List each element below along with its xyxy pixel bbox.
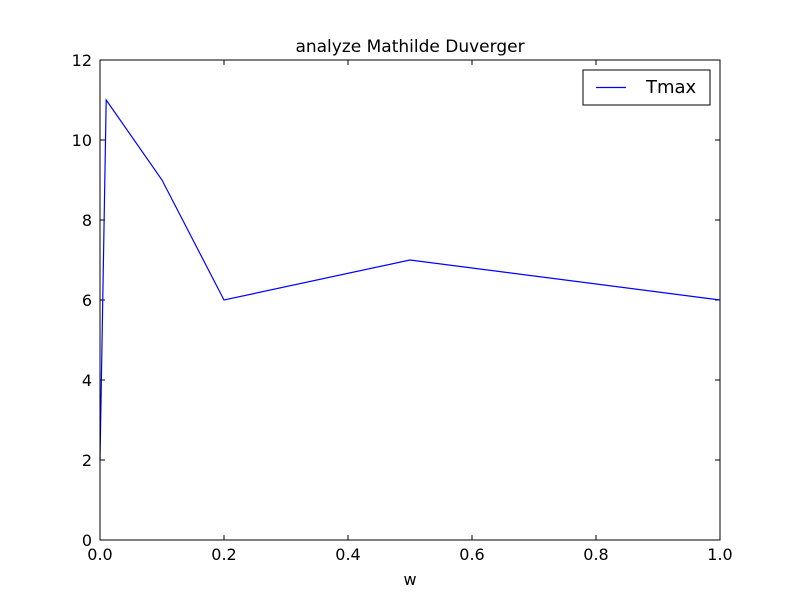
chart-title: analyze Mathilde Duverger [295, 37, 524, 57]
series-line-tmax [99, 98, 721, 461]
x-axis-label: w [403, 570, 416, 589]
y-tick-label: 2 [82, 451, 92, 470]
y-tick-label: 4 [82, 371, 92, 390]
x-tick-label: 0.0 [87, 545, 112, 564]
x-tick-label: 0.6 [459, 545, 484, 564]
y-tick-label: 12 [72, 51, 92, 70]
x-tick-label: 0.8 [583, 545, 608, 564]
x-tick-label: 1.0 [707, 545, 732, 564]
y-tick-label: 6 [82, 291, 92, 310]
y-tick-label: 10 [72, 131, 92, 150]
legend: Tmax [582, 69, 711, 106]
y-tick-label: 0 [82, 531, 92, 550]
y-tick-label: 8 [82, 211, 92, 230]
plot-area-frame [99, 59, 721, 541]
legend-label-tmax: Tmax [645, 77, 697, 98]
series-layer [99, 98, 721, 461]
x-tick-label: 0.4 [335, 545, 360, 564]
x-tick-label: 0.2 [211, 545, 236, 564]
